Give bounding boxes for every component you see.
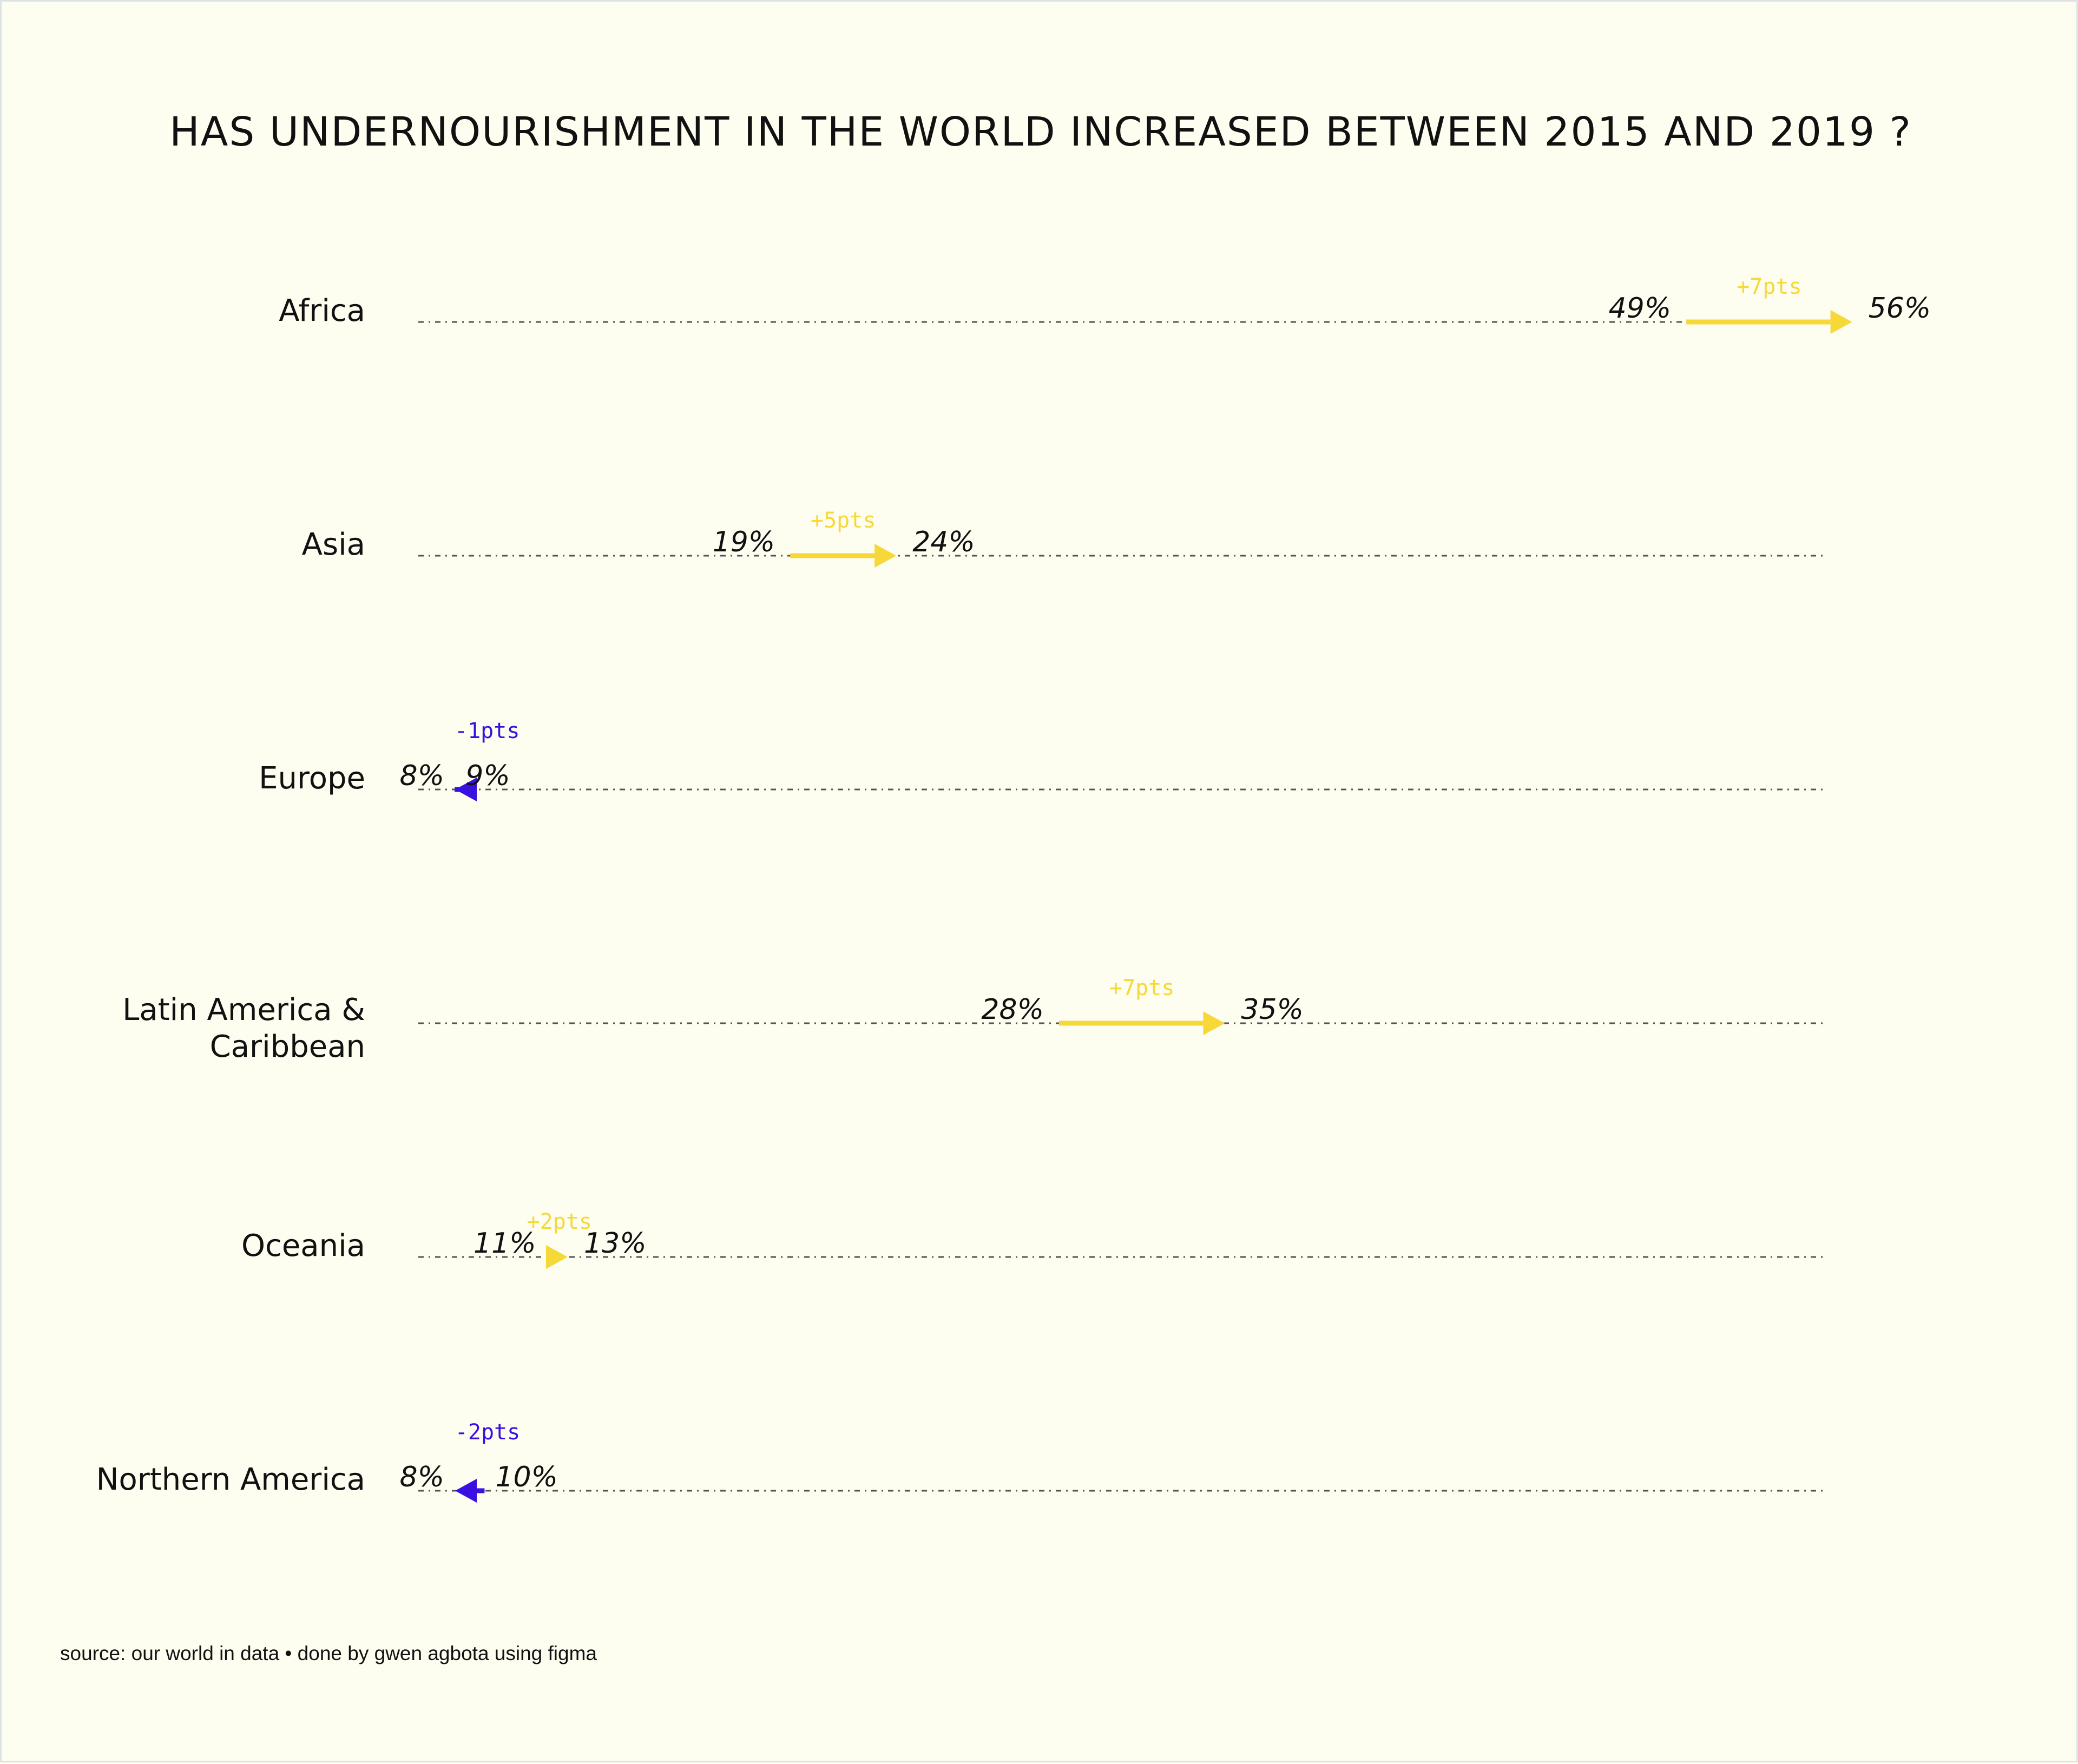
row-label: Europe <box>259 761 365 796</box>
change-arrowhead <box>455 1479 477 1503</box>
start-value-label: 10% <box>495 1461 558 1493</box>
row-label: Northern America <box>96 1462 365 1497</box>
delta-label: -1pts <box>455 719 520 743</box>
end-value-label: 13% <box>584 1227 647 1260</box>
row-label: Caribbean <box>210 1029 365 1064</box>
row-label: Latin America & <box>122 992 365 1028</box>
row-label: Africa <box>279 293 365 328</box>
row-label: Oceania <box>241 1228 365 1263</box>
delta-label: +2pts <box>527 1209 592 1234</box>
change-arrowhead <box>1830 310 1852 334</box>
delta-label: +7pts <box>1109 976 1174 1001</box>
end-value-label: 8% <box>400 1461 445 1493</box>
end-value-label: 8% <box>400 760 445 792</box>
chart-title: HAS UNDERNOURISHMENT IN THE WORLD INCREA… <box>169 109 1912 155</box>
start-value-label: 49% <box>1609 292 1672 325</box>
change-arrowhead <box>874 544 897 568</box>
start-value-label: 9% <box>465 760 510 792</box>
delta-label: -2pts <box>455 1420 520 1445</box>
delta-label: +5pts <box>811 508 876 533</box>
start-value-label: 28% <box>981 993 1044 1026</box>
end-value-label: 35% <box>1241 993 1304 1026</box>
end-value-label: 24% <box>912 526 975 558</box>
delta-label: +7pts <box>1737 274 1801 299</box>
change-arrowhead <box>455 778 477 801</box>
start-value-label: 11% <box>474 1227 536 1260</box>
end-value-label: 56% <box>1869 292 1931 325</box>
start-value-label: 19% <box>713 526 775 558</box>
source-note: source: our world in data • done by gwen… <box>60 1642 597 1664</box>
row-label: Asia <box>302 527 365 562</box>
change-arrowhead <box>546 1245 568 1269</box>
change-arrowhead <box>1203 1011 1225 1035</box>
